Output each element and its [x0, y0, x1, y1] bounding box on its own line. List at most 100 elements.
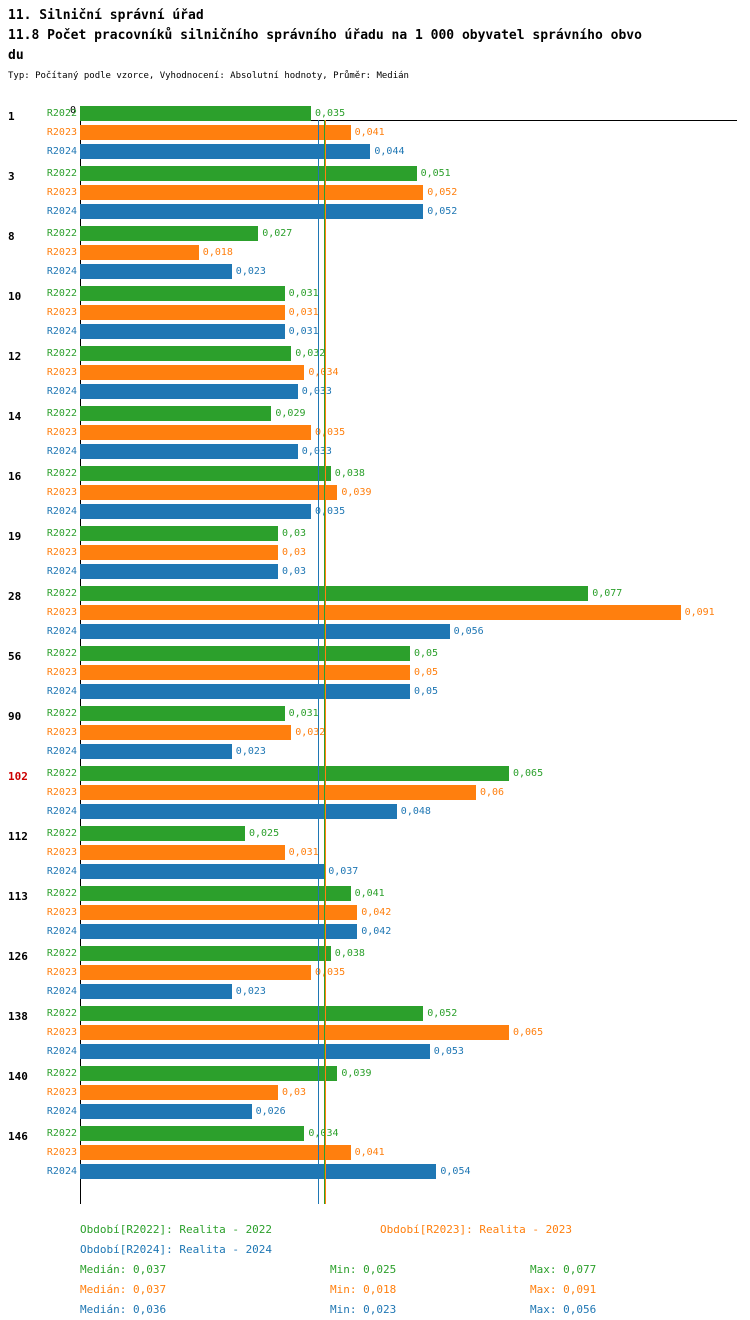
median-line-r2023	[325, 120, 327, 1204]
bar	[80, 245, 199, 260]
legend-row-2: Období[R2024]: Realita - 2024	[80, 1240, 750, 1260]
series-label: R2022	[46, 408, 77, 419]
series-label: R2022	[46, 768, 77, 779]
bar	[80, 886, 351, 901]
bar-value-label: 0,065	[513, 768, 544, 779]
group-id-label: 10	[8, 290, 22, 303]
bar-value-label: 0,027	[262, 228, 293, 239]
bar-value-label: 0,03	[282, 1087, 307, 1098]
bar-value-label: 0,052	[427, 187, 458, 198]
bar	[80, 125, 351, 140]
bar-row: R2023 0,018	[0, 243, 750, 262]
bar-value-label: 0,032	[295, 727, 326, 738]
bar-value-label: 0,05	[414, 686, 439, 697]
row-gutter: R2024	[0, 806, 80, 817]
bar-row: 90 R2022 0,031	[0, 704, 750, 723]
series-label: R2024	[46, 866, 77, 877]
series-label: R2023	[46, 727, 77, 738]
bar	[80, 1145, 351, 1160]
bar-row: R2023 0,091	[0, 603, 750, 622]
row-gutter: R2023	[0, 727, 80, 738]
group-id-label: 126	[8, 950, 28, 963]
bar-row: 12 R2022 0,032	[0, 344, 750, 363]
bar-row: 112 R2022 0,025	[0, 824, 750, 843]
row-gutter: R2024	[0, 686, 80, 697]
bar-row: 126 R2022 0,038	[0, 944, 750, 963]
bar	[80, 1044, 430, 1059]
bar-group: 102 R2022 0,065 R2023 0,06 R2024 0,048	[0, 764, 750, 821]
bar	[80, 624, 450, 639]
bar	[80, 965, 311, 980]
bar-group: 14 R2022 0,029 R2023 0,035 R2024 0,033	[0, 404, 750, 461]
bar	[80, 406, 272, 421]
bar	[80, 504, 311, 519]
legend: Období[R2022]: Realita - 2022 Období[R202…	[0, 1220, 750, 1320]
bar-row: R2023 0,042	[0, 903, 750, 922]
bar	[80, 826, 245, 841]
row-gutter: R2024	[0, 1046, 80, 1057]
row-gutter: R2024	[0, 566, 80, 577]
bar-row: R2023 0,035	[0, 963, 750, 982]
chart-groups: 1 R2022 0,035 R2023 0,041 R2024 0,044 3 R2022 0,0…	[0, 104, 750, 1181]
bar-value-label: 0,025	[249, 828, 280, 839]
chart-meta: Typ: Počítaný podle vzorce, Vyhodnocení:…	[8, 71, 409, 81]
row-gutter: R2023	[0, 487, 80, 498]
bar-value-label: 0,052	[427, 1008, 458, 1019]
bar	[80, 485, 338, 500]
bar-group: 3 R2022 0,051 R2023 0,052 R2024 0,052	[0, 164, 750, 221]
bar	[80, 365, 305, 380]
group-id-label: 113	[8, 890, 28, 903]
row-gutter: R2023	[0, 667, 80, 678]
x-axis-line	[80, 120, 737, 121]
series-label: R2022	[46, 588, 77, 599]
series-label: R2022	[46, 1068, 77, 1079]
bar	[80, 204, 424, 219]
bar-row: R2024 0,048	[0, 802, 750, 821]
bar	[80, 545, 278, 560]
series-label: R2024	[46, 446, 77, 457]
group-id-label: 8	[8, 230, 15, 243]
group-id-label: 19	[8, 530, 22, 543]
row-gutter: 113 R2022	[0, 888, 80, 903]
series-label: R2022	[46, 1128, 77, 1139]
bar-value-label: 0,03	[282, 528, 307, 539]
series-label: R2024	[46, 566, 77, 577]
bar-row: R2024 0,033	[0, 442, 750, 461]
bar	[80, 684, 410, 699]
row-gutter: R2023	[0, 247, 80, 258]
bar-row: 113 R2022 0,041	[0, 884, 750, 903]
bar-row: R2023 0,065	[0, 1023, 750, 1042]
bar-value-label: 0,038	[334, 468, 365, 479]
bar	[80, 166, 417, 181]
bar	[80, 586, 589, 601]
bar-value-label: 0,042	[361, 907, 392, 918]
stats-row-r2023: Medián: 0,037 Min: 0,018 Max: 0,091	[80, 1280, 750, 1300]
group-id-label: 146	[8, 1130, 28, 1143]
bar-value-label: 0,035	[315, 506, 346, 517]
bar-row: R2024 0,044	[0, 142, 750, 161]
bar-value-label: 0,026	[255, 1106, 286, 1117]
bar-value-label: 0,035	[315, 108, 346, 119]
series-label: R2022	[46, 888, 77, 899]
bar-value-label: 0,041	[354, 888, 385, 899]
stat-max-r2024: Max: 0,056	[530, 1303, 597, 1316]
bar-row: 102 R2022 0,065	[0, 764, 750, 783]
bar-value-label: 0,054	[440, 1166, 471, 1177]
bar	[80, 526, 278, 541]
bar-group: 12 R2022 0,032 R2023 0,034 R2024 0,033	[0, 344, 750, 401]
bar-group: 16 R2022 0,038 R2023 0,039 R2024 0,035	[0, 464, 750, 521]
bar-row: R2024 0,03	[0, 562, 750, 581]
bar-value-label: 0,06	[480, 787, 505, 798]
series-label: R2023	[46, 547, 77, 558]
bar-row: 146 R2022 0,034	[0, 1124, 750, 1143]
bar-group: 1 R2022 0,035 R2023 0,041 R2024 0,044	[0, 104, 750, 161]
series-label: R2024	[46, 1046, 77, 1057]
series-label: R2022	[46, 648, 77, 659]
series-label: R2023	[46, 847, 77, 858]
bar	[80, 144, 371, 159]
bar	[80, 1085, 278, 1100]
series-label: R2022	[46, 168, 77, 179]
group-id-label: 14	[8, 410, 22, 423]
bar-value-label: 0,041	[354, 127, 385, 138]
bar-row: R2023 0,041	[0, 123, 750, 142]
